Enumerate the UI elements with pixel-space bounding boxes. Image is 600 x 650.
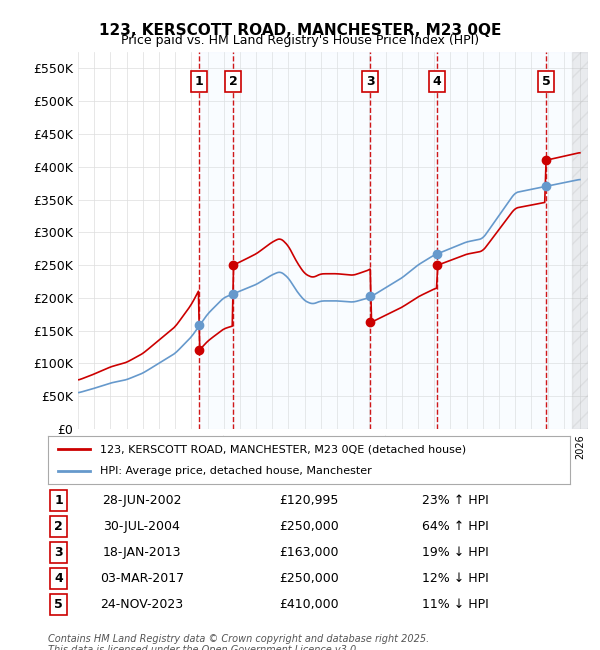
Text: £250,000: £250,000 bbox=[279, 520, 339, 533]
Bar bbox=[546, 52, 588, 429]
Text: HPI: Average price, detached house, Manchester: HPI: Average price, detached house, Manc… bbox=[100, 465, 372, 476]
Text: £120,995: £120,995 bbox=[280, 494, 338, 507]
Text: 19% ↓ HPI: 19% ↓ HPI bbox=[422, 546, 488, 559]
Text: 123, KERSCOTT ROAD, MANCHESTER, M23 0QE (detached house): 123, KERSCOTT ROAD, MANCHESTER, M23 0QE … bbox=[100, 444, 466, 454]
Text: 11% ↓ HPI: 11% ↓ HPI bbox=[422, 598, 488, 611]
Text: 30-JUL-2004: 30-JUL-2004 bbox=[104, 520, 181, 533]
Bar bbox=[370, 52, 437, 429]
Bar bbox=[437, 52, 546, 429]
Text: £163,000: £163,000 bbox=[279, 546, 339, 559]
Bar bbox=[572, 52, 588, 429]
Text: £410,000: £410,000 bbox=[279, 598, 339, 611]
Text: 1: 1 bbox=[54, 494, 63, 507]
Text: 2: 2 bbox=[54, 520, 63, 533]
Text: 18-JAN-2013: 18-JAN-2013 bbox=[103, 546, 181, 559]
Text: 12% ↓ HPI: 12% ↓ HPI bbox=[422, 572, 488, 585]
Text: 2: 2 bbox=[229, 75, 238, 88]
Text: 3: 3 bbox=[54, 546, 63, 559]
Text: 123, KERSCOTT ROAD, MANCHESTER, M23 0QE: 123, KERSCOTT ROAD, MANCHESTER, M23 0QE bbox=[99, 23, 501, 38]
Text: Price paid vs. HM Land Registry's House Price Index (HPI): Price paid vs. HM Land Registry's House … bbox=[121, 34, 479, 47]
Text: 5: 5 bbox=[54, 598, 63, 611]
Text: 1: 1 bbox=[195, 75, 203, 88]
Text: 5: 5 bbox=[542, 75, 550, 88]
Bar bbox=[233, 52, 370, 429]
Text: 4: 4 bbox=[433, 75, 442, 88]
Text: Contains HM Land Registry data © Crown copyright and database right 2025.
This d: Contains HM Land Registry data © Crown c… bbox=[48, 634, 429, 650]
Bar bbox=[199, 52, 233, 429]
Text: 4: 4 bbox=[54, 572, 63, 585]
Text: 24-NOV-2023: 24-NOV-2023 bbox=[100, 598, 184, 611]
Text: 3: 3 bbox=[366, 75, 374, 88]
Text: 28-JUN-2002: 28-JUN-2002 bbox=[102, 494, 182, 507]
Text: 03-MAR-2017: 03-MAR-2017 bbox=[100, 572, 184, 585]
Text: 64% ↑ HPI: 64% ↑ HPI bbox=[422, 520, 488, 533]
Text: £250,000: £250,000 bbox=[279, 572, 339, 585]
Text: 23% ↑ HPI: 23% ↑ HPI bbox=[422, 494, 488, 507]
